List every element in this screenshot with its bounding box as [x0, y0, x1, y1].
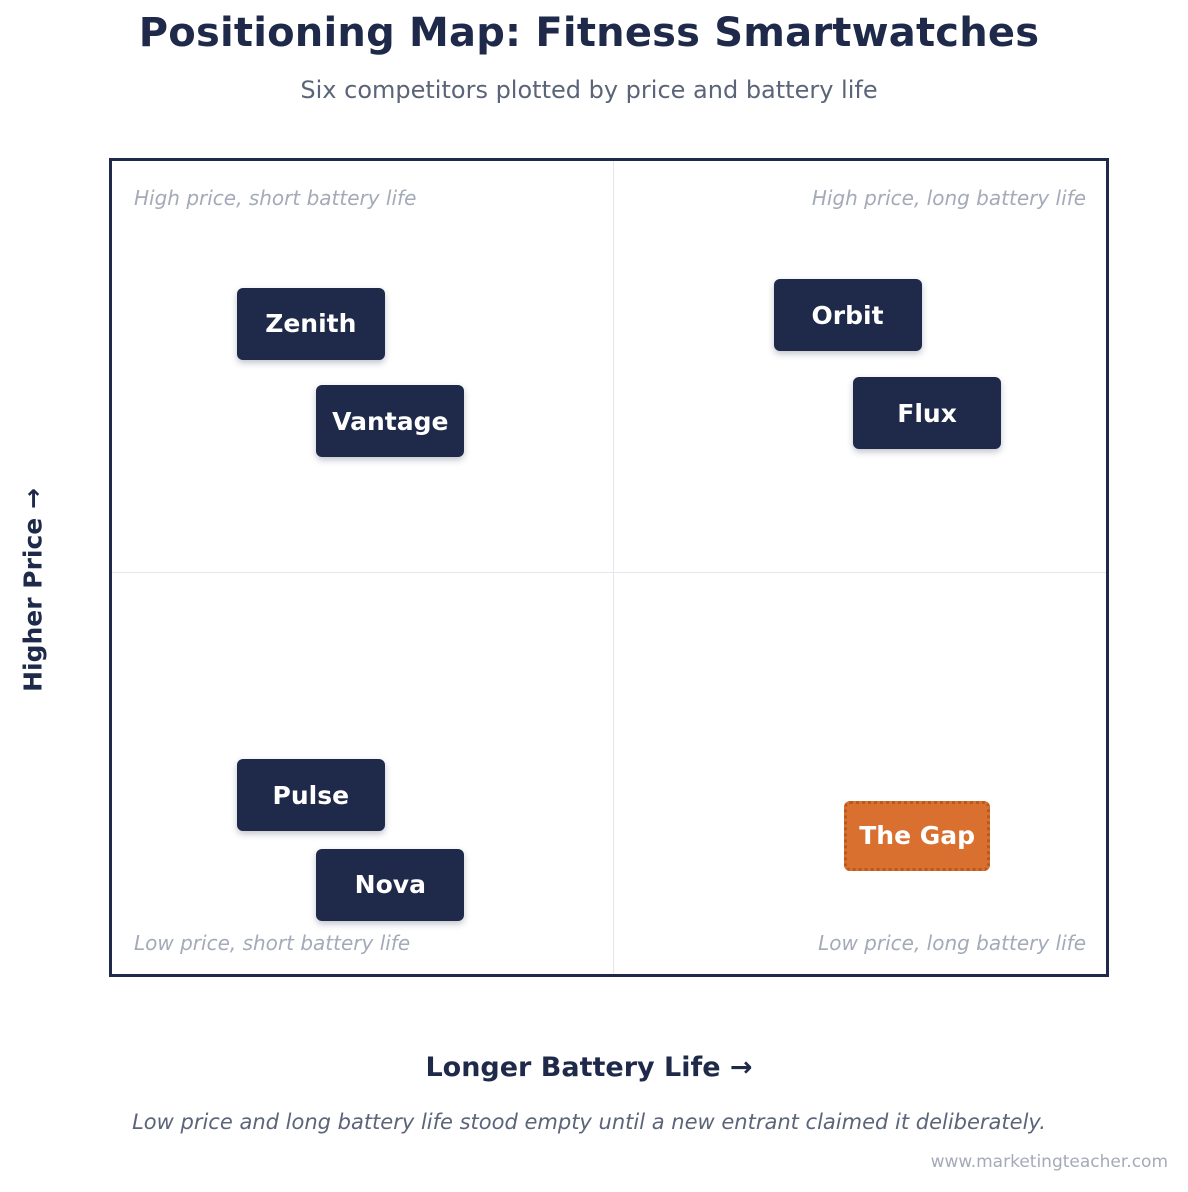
quadrant-label-bottom-left: Low price, short battery life — [134, 931, 411, 955]
positioning-map: High price, short battery life High pric… — [109, 158, 1109, 977]
brand-marker-vantage: Vantage — [316, 385, 465, 458]
quadrant-label-top-left: High price, short battery life — [134, 186, 417, 210]
chart-subtitle: Six competitors plotted by price and bat… — [300, 76, 878, 104]
chart-title: Positioning Map: Fitness Smartwatches — [138, 10, 1040, 56]
source-credit: www.marketingteacher.com — [930, 1152, 1168, 1172]
brand-marker-flux: Flux — [853, 377, 1002, 450]
chart-caption: Low price and long battery life stood em… — [132, 1110, 1046, 1134]
brand-marker-the-gap: The Gap — [844, 800, 991, 871]
brand-marker-nova: Nova — [316, 848, 465, 921]
y-axis-label: Higher Price → — [18, 488, 48, 692]
brand-marker-orbit: Orbit — [773, 279, 922, 352]
brand-marker-zenith: Zenith — [236, 287, 385, 360]
x-axis-label: Longer Battery Life → — [425, 1052, 753, 1083]
quadrant-label-bottom-right: Low price, long battery life — [818, 931, 1086, 955]
brand-marker-pulse: Pulse — [236, 759, 385, 832]
vertical-divider — [613, 161, 614, 974]
horizontal-divider — [112, 572, 1106, 573]
quadrant-label-top-right: High price, long battery life — [811, 186, 1086, 210]
